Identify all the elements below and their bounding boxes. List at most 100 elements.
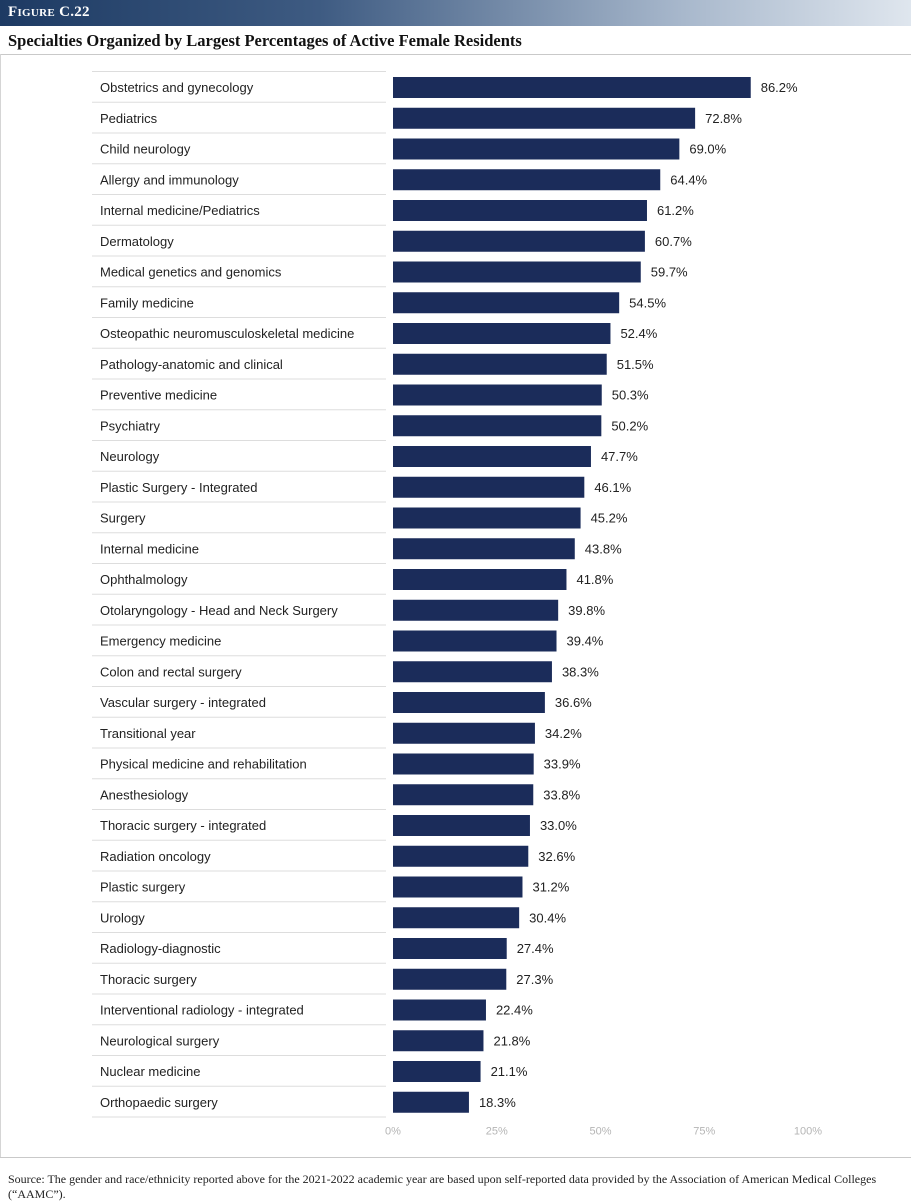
value-label: 72.8%	[705, 111, 742, 126]
bar	[393, 569, 567, 590]
value-label: 32.6%	[538, 849, 575, 864]
value-label: 64.4%	[670, 172, 707, 187]
bar	[393, 968, 507, 990]
source-note: Source: The gender and race/ethnicity re…	[8, 1172, 908, 1202]
category-label: Pathology-anatomic and clinical	[100, 357, 283, 372]
figure-title: Specialties Organized by Largest Percent…	[8, 31, 522, 50]
value-label: 51.5%	[617, 357, 654, 372]
bar	[393, 507, 581, 529]
value-label: 27.4%	[517, 941, 554, 956]
bar	[393, 138, 680, 160]
value-label: 41.8%	[576, 572, 613, 587]
bar	[393, 876, 523, 898]
category-label: Radiation oncology	[100, 849, 211, 864]
category-label: Orthopaedic surgery	[100, 1095, 218, 1110]
bar	[393, 692, 545, 713]
x-tick-label: 25%	[486, 1126, 508, 1138]
bottom-divider	[0, 1157, 911, 1158]
value-label: 33.0%	[540, 818, 577, 833]
bar	[393, 538, 575, 560]
value-label: 39.8%	[568, 603, 605, 618]
value-label: 46.1%	[594, 480, 631, 495]
category-label: Radiology-diagnostic	[100, 941, 221, 956]
source-text: Source: The gender and race/ethnicity re…	[8, 1172, 877, 1201]
value-label: 31.2%	[532, 880, 569, 895]
category-label: Preventive medicine	[100, 388, 217, 403]
bar	[393, 599, 559, 621]
bar	[393, 753, 534, 775]
value-label: 47.7%	[601, 449, 638, 464]
category-label: Thoracic surgery	[100, 972, 197, 987]
bar	[393, 415, 602, 437]
category-label: Dermatology	[100, 234, 174, 249]
bar	[393, 77, 751, 98]
category-label: Vascular surgery - integrated	[100, 695, 266, 710]
category-label: Child neurology	[100, 142, 191, 157]
bar	[393, 661, 552, 683]
category-label: Medical genetics and genomics	[100, 265, 282, 280]
category-label: Ophthalmology	[100, 572, 188, 587]
value-label: 61.2%	[657, 203, 694, 218]
bar	[393, 476, 585, 498]
category-label: Psychiatry	[100, 418, 160, 433]
value-label: 45.2%	[591, 511, 628, 526]
bar	[393, 292, 620, 314]
x-tick-label: 50%	[589, 1126, 611, 1138]
value-label: 30.4%	[529, 910, 566, 925]
value-label: 39.4%	[567, 634, 604, 649]
value-label: 54.5%	[629, 295, 666, 310]
value-label: 69.0%	[689, 142, 726, 157]
value-label: 60.7%	[655, 234, 692, 249]
category-label: Thoracic surgery - integrated	[100, 818, 266, 833]
bar	[393, 230, 645, 252]
category-label: Colon and rectal surgery	[100, 664, 242, 679]
category-label: Anesthesiology	[100, 787, 189, 802]
value-label: 36.6%	[555, 695, 592, 710]
value-label: 21.1%	[491, 1064, 528, 1079]
bar	[393, 784, 534, 806]
value-label: 34.2%	[545, 726, 582, 741]
bar	[393, 845, 529, 867]
bar	[393, 323, 611, 344]
x-tick-label: 75%	[693, 1126, 715, 1138]
value-label: 33.8%	[543, 787, 580, 802]
category-label: Emergency medicine	[100, 634, 221, 649]
bar	[393, 1061, 481, 1082]
bar	[393, 907, 520, 929]
bar	[393, 815, 530, 836]
bar	[393, 1030, 484, 1052]
category-label: Obstetrics and gynecology	[100, 80, 254, 95]
bar	[393, 722, 535, 744]
left-border	[0, 54, 1, 1158]
category-label: Neurology	[100, 449, 160, 464]
value-label: 33.9%	[544, 757, 581, 772]
category-label: Transitional year	[100, 726, 196, 741]
value-label: 50.3%	[612, 388, 649, 403]
value-label: 52.4%	[620, 326, 657, 341]
category-label: Osteopathic neuromusculoskeletal medicin…	[100, 326, 354, 341]
value-label: 59.7%	[651, 265, 688, 280]
value-label: 38.3%	[562, 664, 599, 679]
value-label: 27.3%	[516, 972, 553, 987]
bar	[393, 200, 647, 221]
value-label: 21.8%	[493, 1033, 530, 1048]
value-label: 18.3%	[479, 1095, 516, 1110]
category-label: Plastic Surgery - Integrated	[100, 480, 258, 495]
value-label: 86.2%	[761, 80, 798, 95]
x-tick-label: 0%	[385, 1126, 401, 1138]
x-tick-label: 100%	[794, 1126, 822, 1138]
bar	[393, 169, 661, 191]
category-label: Allergy and immunology	[100, 172, 239, 187]
category-label: Family medicine	[100, 295, 194, 310]
bar	[393, 630, 557, 652]
value-label: 50.2%	[611, 418, 648, 433]
bar	[393, 938, 507, 959]
top-divider	[0, 54, 911, 55]
category-label: Urology	[100, 910, 145, 925]
bar	[393, 107, 696, 129]
category-label: Otolaryngology - Head and Neck Surgery	[100, 603, 338, 618]
category-label: Internal medicine	[100, 541, 199, 556]
bar	[393, 353, 607, 375]
value-label: 43.8%	[585, 541, 622, 556]
value-label: 22.4%	[496, 1003, 533, 1018]
